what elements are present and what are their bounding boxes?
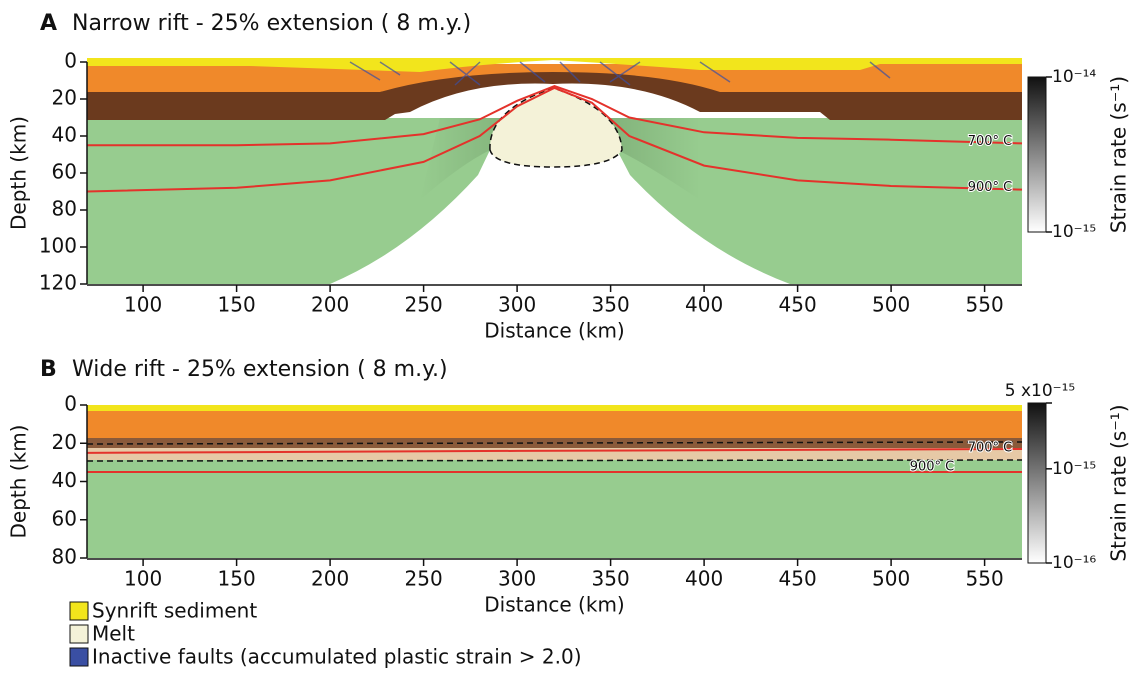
x-tick-label: 400 <box>685 293 723 317</box>
x-tick-label: 200 <box>311 293 349 317</box>
sediment <box>87 405 1022 411</box>
x-tick-label: 300 <box>498 293 536 317</box>
colorbar-tick-label: 10⁻¹⁴ <box>1052 67 1096 87</box>
x-tick-label: 350 <box>592 567 630 591</box>
x-tick-label: 400 <box>685 567 723 591</box>
legend-label: Inactive faults (accumulated plastic str… <box>92 645 582 669</box>
mantle <box>87 460 1022 558</box>
x-tick-label: 150 <box>218 567 256 591</box>
colorbar-tick-label: 5 x10⁻¹⁵ <box>1005 381 1076 401</box>
figure: A Narrow rift - 25% extension ( 8 m.y.) 70… <box>0 0 1132 686</box>
x-axis-label: Distance (km) <box>484 319 624 343</box>
isotherm-label: 900° C <box>910 459 955 474</box>
y-tick-label: 20 <box>52 86 77 110</box>
x-tick-label: 350 <box>592 293 630 317</box>
y-tick-label: 40 <box>52 123 77 147</box>
panel-title: Wide rift - 25% extension ( 8 m.y.) <box>72 357 448 382</box>
isotherm-label: 700° C <box>968 440 1013 455</box>
x-tick-label: 150 <box>218 293 256 317</box>
x-tick-label: 550 <box>966 567 1004 591</box>
panel-letter: B <box>40 357 57 382</box>
y-tick-label: 120 <box>39 271 77 295</box>
colorbar-label: Strain rate (s⁻¹) <box>1107 404 1131 561</box>
x-tick-label: 500 <box>872 293 910 317</box>
x-tick-label: 100 <box>124 293 162 317</box>
y-tick-label: 40 <box>52 468 77 492</box>
legend-swatch <box>70 602 88 620</box>
y-axis-label: Depth (km) <box>7 116 31 230</box>
upper-crust <box>87 410 1022 438</box>
panel-title: Narrow rift - 25% extension ( 8 m.y.) <box>72 11 471 36</box>
legend-label: Melt <box>92 622 135 646</box>
melt <box>490 88 622 167</box>
panel-b-layers <box>87 405 1022 558</box>
y-tick-label: 0 <box>64 49 77 73</box>
colorbar-label: Strain rate (s⁻¹) <box>1107 76 1131 233</box>
x-tick-label: 450 <box>779 567 817 591</box>
x-tick-label: 300 <box>498 567 536 591</box>
legend-label: Synrift sediment <box>92 599 257 623</box>
x-tick-label: 500 <box>872 567 910 591</box>
y-tick-label: 0 <box>64 392 77 416</box>
x-tick-label: 550 <box>966 293 1004 317</box>
isotherm-label: 700° C <box>968 134 1013 149</box>
colorbar-tick-label: 10⁻¹⁶ <box>1052 553 1096 573</box>
y-axis-label: Depth (km) <box>7 425 31 539</box>
x-tick-label: 200 <box>311 567 349 591</box>
x-tick-label: 250 <box>405 293 443 317</box>
y-tick-label: 80 <box>52 197 77 221</box>
legend-swatch <box>70 625 88 643</box>
x-tick-label: 100 <box>124 567 162 591</box>
x-axis-label: Distance (km) <box>484 593 624 617</box>
colorbar-tick-label: 10⁻¹⁵ <box>1052 222 1096 242</box>
colorbar <box>1028 77 1046 232</box>
colorbar <box>1028 403 1046 563</box>
y-tick-label: 100 <box>39 234 77 258</box>
y-tick-label: 60 <box>52 506 77 530</box>
y-tick-label: 20 <box>52 430 77 454</box>
x-tick-label: 250 <box>405 567 443 591</box>
panel-a-layers <box>87 58 1022 284</box>
y-tick-label: 80 <box>52 545 77 569</box>
panel-letter: A <box>40 11 57 36</box>
y-tick-label: 60 <box>52 160 77 184</box>
colorbar-tick-label: 10⁻¹⁵ <box>1052 459 1096 479</box>
legend-swatch <box>70 648 88 666</box>
x-tick-label: 450 <box>779 293 817 317</box>
isotherm-label: 900° C <box>968 180 1013 195</box>
